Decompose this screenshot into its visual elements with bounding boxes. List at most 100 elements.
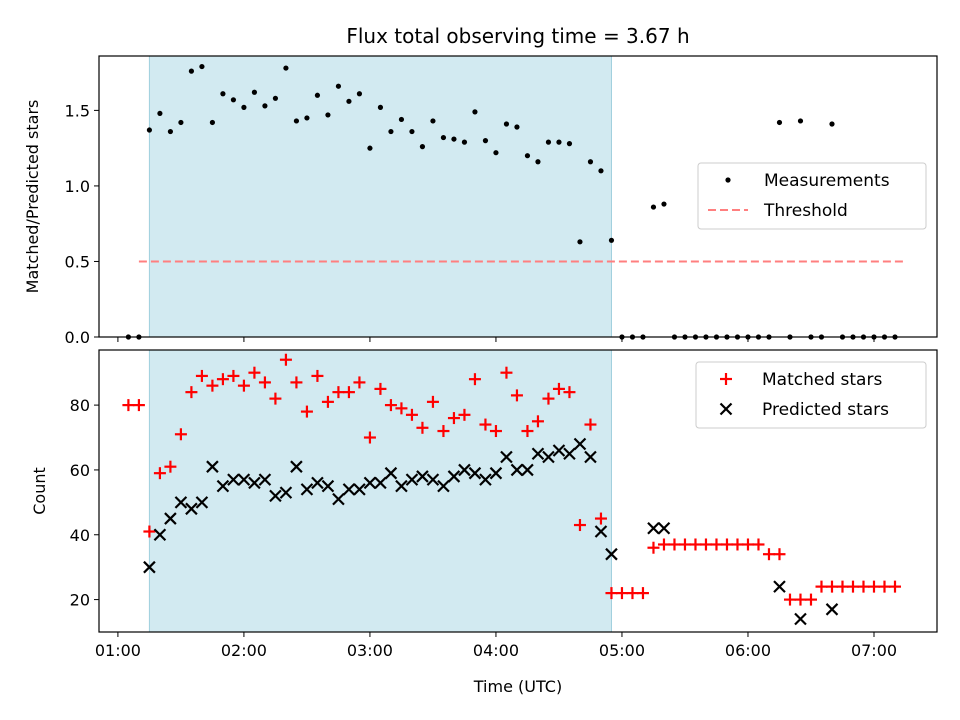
top-measurement-point: [661, 201, 667, 207]
bottom-predicted-point: [552, 444, 566, 457]
bottom-matched-point: [615, 587, 628, 600]
bottom-xtick-label: 07:00: [851, 641, 897, 660]
legend-entry-label: Predicted stars: [762, 400, 889, 420]
bottom-matched-point: [164, 460, 177, 473]
top-ytick-label: 1.5: [65, 101, 90, 120]
top-measurement-point: [430, 118, 436, 124]
x-stroke-b: [552, 444, 566, 457]
x-stroke-b: [353, 483, 366, 496]
chart-title: Flux total observing time = 3.67 h: [346, 24, 689, 48]
top-measurement-point: [514, 124, 520, 130]
bottom-xtick-label: 02:00: [221, 641, 267, 660]
top-legend: Measurements Threshold: [697, 162, 927, 230]
top-measurement-point: [577, 239, 583, 245]
top-measurement-point: [293, 118, 300, 124]
bottom-predicted-point: [374, 476, 387, 490]
top-axes-frame: [98, 55, 938, 338]
bottom-matched-point: [846, 580, 859, 593]
bottom-matched-point: [794, 593, 807, 606]
x-stroke-b: [311, 476, 324, 490]
bottom-matched-point: [647, 541, 660, 554]
top-measurement-point: [650, 204, 657, 210]
bottom-predicted-point: [290, 460, 303, 473]
legend-entry-label: Measurements: [764, 171, 890, 191]
bottom-ytick-label: 80: [70, 396, 90, 415]
x-stroke-b: [510, 463, 524, 477]
x-stroke-b: [489, 466, 503, 480]
bottom-matched-point: [405, 408, 418, 421]
x-stroke-b: [657, 521, 671, 535]
bottom-matched-point: [468, 373, 481, 386]
bottom-ytick-label: 20: [70, 591, 90, 610]
bottom-predicted-point: [426, 473, 440, 486]
bottom-matched-point: [563, 386, 576, 399]
bottom-predicted-point: [416, 470, 429, 483]
top-measurement-point: [230, 97, 237, 103]
top-measurement-point: [503, 121, 510, 127]
bottom-matched-point: [447, 412, 460, 425]
x-stroke-b: [143, 560, 156, 574]
top-measurement-point: [241, 104, 247, 110]
bottom-matched-point: [815, 580, 828, 593]
x-stroke-b: [363, 476, 377, 490]
top-measurement-point: [251, 89, 258, 95]
bottom-predicted-point: [258, 473, 272, 486]
bottom-predicted-point: [521, 463, 534, 477]
bottom-matched-point: [416, 421, 429, 434]
x-stroke-b: [279, 486, 293, 499]
top-measurement-point: [325, 112, 331, 118]
bottom-matched-point: [237, 379, 250, 392]
bottom-matched-point: [720, 538, 733, 551]
bottom-matched-point: [521, 425, 534, 438]
top-measurement-point: [283, 65, 289, 71]
bottom-predicted-point: [437, 479, 450, 493]
x-stroke-b: [794, 612, 807, 626]
bottom-matched-point: [227, 369, 240, 382]
bottom-matched-point: [762, 548, 775, 561]
bottom-matched-point: [384, 399, 397, 412]
top-measurement-point: [356, 91, 363, 97]
x-stroke-b: [374, 476, 387, 490]
top-measurement-point: [461, 139, 468, 145]
top-panel: 0.0 0.5 1.0 1.5 Matched/Predicted stars Measu…: [23, 55, 938, 347]
top-measurement-point: [598, 168, 604, 174]
top-measurement-point: [451, 136, 457, 142]
top-measurement-point: [220, 91, 226, 97]
bottom-predicted-point: [353, 483, 366, 496]
bottom-predicted-point: [584, 450, 597, 464]
top-measurement-point: [188, 68, 195, 74]
top-measurement-point: [335, 83, 342, 89]
top-measurement-point: [367, 145, 373, 151]
x-stroke-b: [563, 447, 576, 461]
x-stroke-b: [321, 479, 335, 493]
top-measurement-point: [157, 110, 163, 117]
top-measurement-point: [545, 139, 552, 145]
x-stroke-b: [468, 466, 482, 480]
bottom-axes-frame: [98, 349, 938, 633]
x-stroke-b: [300, 483, 314, 496]
bottom-predicted-point: [563, 447, 576, 461]
x-stroke-b: [195, 496, 209, 509]
x-stroke-b: [542, 450, 555, 464]
x-stroke-b: [216, 479, 230, 493]
top-measurement-point: [262, 103, 268, 109]
x-stroke-b: [825, 603, 839, 616]
top-measurement-point: [178, 119, 184, 126]
bottom-matched-point: [122, 399, 135, 412]
bottom-matched-point: [668, 538, 681, 551]
x-stroke-b: [416, 470, 429, 483]
top-measurement-point: [524, 153, 531, 159]
bottom-matched-point: [248, 366, 261, 379]
bottom-matched-point: [636, 587, 649, 600]
bottom-predicted-point: [384, 466, 398, 480]
bottom-predicted-point: [447, 470, 461, 483]
top-measurement-point: [472, 109, 478, 115]
x-stroke-b: [773, 580, 786, 593]
bottom-matched-point: [258, 376, 271, 389]
top-shaded-span: [148, 55, 612, 338]
x-stroke-b: [185, 502, 198, 516]
bottom-predicted-point: [332, 492, 345, 506]
bottom-predicted-point: [311, 476, 324, 490]
top-measurement-point: [167, 128, 174, 135]
